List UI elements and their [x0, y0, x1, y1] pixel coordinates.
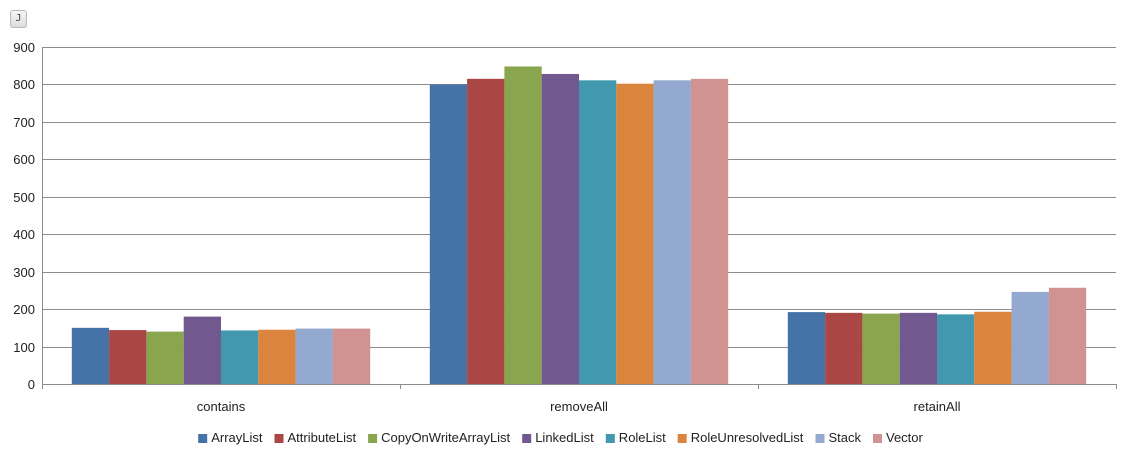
- legend-label: Stack: [829, 430, 862, 445]
- legend-item: ArrayList: [198, 430, 263, 445]
- legend-label: Vector: [886, 430, 924, 445]
- bar-CopyOnWriteArrayList-removeAll: [504, 66, 542, 384]
- bar-ArrayList-retainAll: [787, 312, 826, 384]
- legend-swatch: [677, 434, 687, 443]
- bar-Stack-retainAll: [1011, 291, 1049, 384]
- x-tick-label: contains: [197, 399, 246, 414]
- bar-RoleList-removeAll: [579, 80, 617, 384]
- y-tick-label: 800: [13, 77, 35, 92]
- legend-label: CopyOnWriteArrayList: [381, 430, 510, 445]
- bar-RoleUnresolvedList-contains: [258, 329, 296, 384]
- legend-item: AttributeList: [274, 430, 357, 445]
- y-tick-label: 400: [13, 227, 35, 242]
- legend-item: Vector: [873, 430, 924, 445]
- bar-RoleList-retainAll: [937, 314, 975, 384]
- bar-AttributeList-removeAll: [467, 78, 505, 384]
- legend-label: ArrayList: [211, 430, 263, 445]
- y-tick-label: 100: [13, 340, 35, 355]
- bar-CopyOnWriteArrayList-retainAll: [862, 313, 900, 384]
- x-tick-label: removeAll: [550, 399, 608, 414]
- bar-LinkedList-retainAll: [899, 312, 937, 384]
- corner-badge: J: [10, 10, 27, 28]
- legend-label: AttributeList: [288, 430, 357, 445]
- bar-RoleUnresolvedList-removeAll: [616, 83, 654, 384]
- legend-item: CopyOnWriteArrayList: [368, 430, 511, 445]
- x-tick-label: retainAll: [914, 399, 961, 414]
- legend-swatch: [873, 434, 882, 443]
- y-tick-label: 700: [13, 115, 35, 130]
- bar-ArrayList-contains: [71, 327, 110, 384]
- legend-label: RoleUnresolvedList: [691, 430, 804, 445]
- legend-item: LinkedList: [522, 430, 594, 445]
- bar-ArrayList-removeAll: [429, 84, 468, 384]
- bar-Vector-retainAll: [1048, 287, 1087, 384]
- bars: [71, 66, 1087, 385]
- bar-RoleList-contains: [221, 330, 259, 384]
- legend-item: RoleList: [605, 430, 666, 445]
- y-tick-label: 200: [13, 302, 35, 317]
- bar-AttributeList-contains: [109, 330, 147, 384]
- bar-AttributeList-retainAll: [825, 312, 863, 384]
- y-tick-label: 0: [28, 377, 35, 392]
- bar-LinkedList-removeAll: [541, 73, 579, 385]
- legend-swatch: [815, 434, 825, 443]
- bar-CopyOnWriteArrayList-contains: [146, 331, 184, 384]
- bar-Stack-contains: [295, 328, 333, 384]
- y-tick-label: 500: [13, 190, 35, 205]
- legend-swatch: [605, 434, 615, 443]
- y-tick-label: 600: [13, 152, 35, 167]
- legend-label: LinkedList: [535, 430, 594, 445]
- legend-swatch: [198, 434, 208, 443]
- legend-item: Stack: [815, 430, 862, 445]
- y-tick-label: 900: [13, 40, 35, 55]
- bar-Vector-contains: [332, 328, 371, 384]
- axes: 0 100 200 300 400 500 600 700 800 900 contains remo…: [13, 40, 1117, 414]
- y-tick-label: 300: [13, 265, 35, 280]
- legend-swatch: [522, 434, 532, 443]
- bar-Stack-removeAll: [653, 80, 691, 384]
- bar-LinkedList-contains: [183, 316, 221, 384]
- legend-swatch: [368, 434, 378, 443]
- bar-RoleUnresolvedList-retainAll: [974, 311, 1012, 384]
- legend-item: RoleUnresolvedList: [677, 430, 804, 445]
- legend-swatch: [274, 434, 284, 443]
- bar-Vector-removeAll: [690, 78, 729, 384]
- legend-label: RoleList: [619, 430, 666, 445]
- legend: ArrayList AttributeList CopyOnWriteArrayLi…: [198, 430, 924, 445]
